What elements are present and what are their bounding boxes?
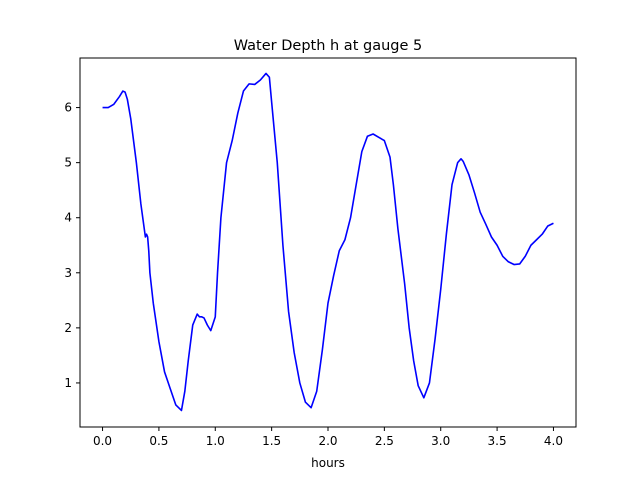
y-tick-label: 4 (64, 211, 72, 225)
x-tick-label: 2.5 (375, 434, 394, 448)
y-tick-label: 5 (64, 156, 72, 170)
y-tick-label: 6 (64, 101, 72, 115)
y-tick-label: 3 (64, 266, 72, 280)
x-tick-label: 4.0 (544, 434, 563, 448)
x-tick-label: 2.0 (318, 434, 337, 448)
x-tick-label: 3.0 (431, 434, 450, 448)
line-chart: Water Depth h at gauge 5 0.0 0.5 1.0 1.5 2.0… (0, 0, 640, 480)
chart-title: Water Depth h at gauge 5 (234, 38, 422, 54)
x-tick-label: 0.0 (93, 434, 112, 448)
x-tick-label: 1.0 (206, 434, 225, 448)
chart-background (0, 0, 640, 480)
y-tick-label: 2 (64, 321, 72, 335)
x-tick-label: 1.5 (262, 434, 281, 448)
x-tick-label: 0.5 (149, 434, 168, 448)
x-axis-label: hours (311, 456, 345, 470)
x-tick-label: 3.5 (488, 434, 507, 448)
y-tick-label: 1 (64, 376, 72, 390)
